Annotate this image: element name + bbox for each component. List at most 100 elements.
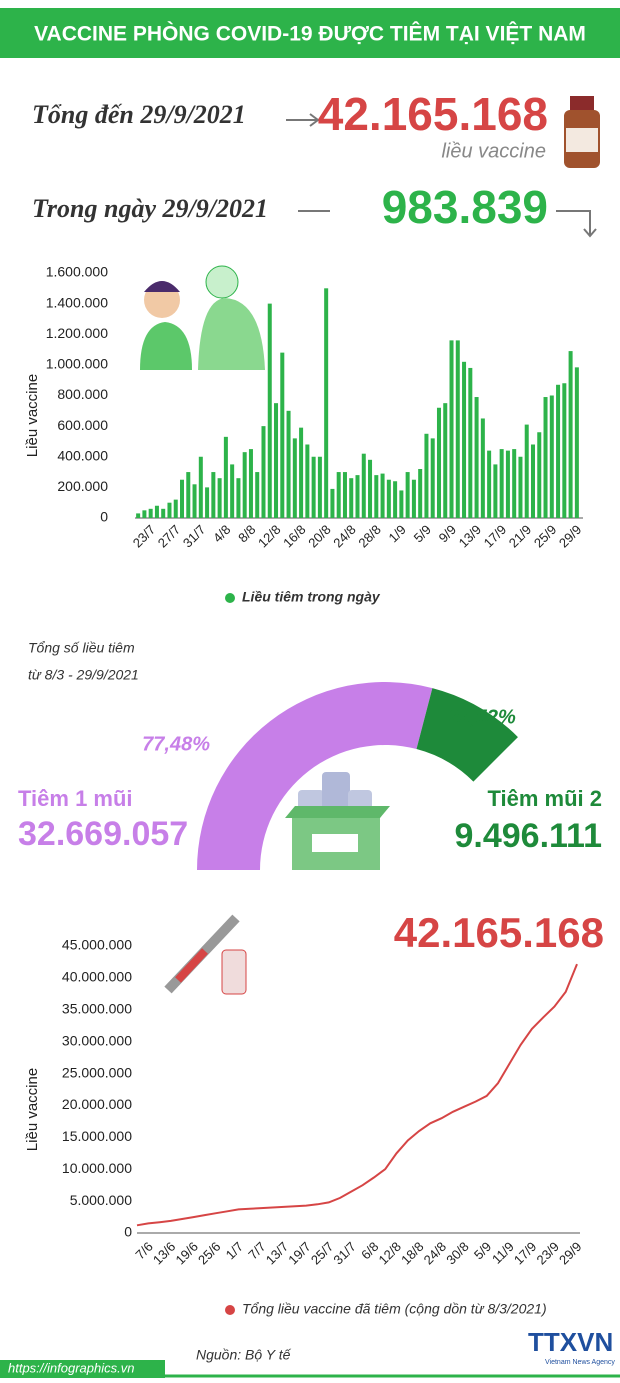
x-tick-label: 21/9: [506, 522, 535, 551]
y-axis-label: Liều vaccine: [24, 1068, 41, 1151]
bar: [248, 449, 253, 518]
arrow: [286, 113, 320, 127]
bar: [556, 384, 561, 518]
bar: [386, 479, 391, 518]
bar: [399, 490, 404, 518]
bar: [424, 433, 429, 518]
bar: [230, 464, 235, 518]
bar: [280, 352, 285, 518]
footer-brand: TTXVN: [528, 1327, 613, 1357]
total-unit: liều vaccine: [441, 140, 546, 162]
x-tick-label: 16/8: [280, 522, 309, 551]
bar: [305, 444, 310, 518]
y-axis-label: Liều vaccine: [24, 374, 41, 457]
line: [136, 963, 578, 1227]
footer-brand-sub: Vietnam News Agency: [545, 1359, 615, 1366]
bar: [186, 472, 191, 518]
bar: [374, 475, 379, 518]
bar: [505, 450, 510, 518]
footer-source: Nguồn: Bộ Y tế: [196, 1347, 292, 1363]
gauge-title: Tổng số liều tiêm: [28, 640, 135, 656]
y-tick-label: 600.000: [57, 417, 108, 433]
annotation: 42.165.168: [394, 909, 604, 956]
y-tick-label: 1.000.000: [46, 356, 108, 372]
gauge-subtitle: từ 8/3 - 29/9/2021: [28, 667, 139, 683]
x-tick-label: 13/6: [150, 1239, 179, 1268]
x-tick-label: 17/9: [511, 1239, 540, 1268]
y-tick-label: 400.000: [57, 447, 108, 463]
bar: [393, 481, 398, 518]
y-tick-label: 1.600.000: [46, 264, 108, 280]
bar: [380, 473, 385, 518]
total-label: Tổng đến 29/9/2021: [32, 100, 246, 129]
y-tick-label: 25.000.000: [62, 1064, 132, 1080]
x-tick-label: 11/9: [489, 1239, 517, 1267]
bar: [342, 472, 347, 518]
bar: [474, 397, 479, 518]
bar: [330, 488, 335, 518]
x-tick-label: 25/9: [531, 522, 560, 551]
bar: [192, 484, 197, 518]
bar: [549, 395, 554, 518]
bar: [462, 361, 467, 518]
x-tick-label: 19/6: [172, 1239, 201, 1268]
x-tick-label: 23/9: [533, 1239, 562, 1268]
bar: [261, 426, 266, 518]
x-tick-label: 5/9: [411, 522, 434, 545]
bar: [286, 410, 291, 518]
bar: [161, 508, 166, 518]
day-value: 983.839: [382, 181, 548, 233]
x-tick-label: 24/8: [421, 1239, 450, 1268]
bar: [543, 397, 548, 518]
bar: [148, 508, 153, 518]
x-tick-label: 9/9: [436, 522, 459, 545]
y-tick-label: 10.000.000: [62, 1160, 132, 1176]
gauge-value-label: 77,48%: [142, 733, 210, 755]
bar: [223, 436, 228, 518]
bar: [405, 472, 410, 518]
syringe-icon: [164, 914, 247, 995]
bar: [499, 449, 504, 518]
bar: [180, 479, 185, 518]
bar: [530, 444, 535, 518]
vial-icon: [564, 96, 600, 168]
bar: [487, 450, 492, 518]
bar: [537, 432, 542, 518]
y-tick-label: 1.400.000: [46, 294, 108, 310]
x-tick-label: 25/7: [308, 1239, 337, 1268]
x-tick-label: 31/7: [330, 1239, 359, 1268]
x-tick-label: 18/8: [398, 1239, 427, 1268]
bar: [142, 510, 147, 518]
legend-label: Liều tiêm trong ngày: [242, 589, 381, 605]
bar: [154, 505, 159, 518]
y-tick-label: 40.000.000: [62, 969, 132, 985]
x-tick-label: 13/9: [456, 522, 485, 551]
bar: [355, 475, 360, 518]
legend-marker: [225, 593, 235, 603]
bar: [449, 340, 454, 518]
x-tick-label: 13/7: [263, 1239, 292, 1268]
gauge-category: Tiêm mũi 2: [487, 786, 602, 811]
bar: [468, 367, 473, 518]
bar: [211, 472, 216, 518]
x-tick-label: 31/7: [180, 522, 209, 551]
bar: [568, 351, 573, 518]
x-tick-label: 30/8: [443, 1239, 472, 1268]
legend-label: Tổng liều vaccine đã tiêm (cộng dồn từ 8…: [242, 1301, 547, 1317]
x-tick-label: 29/9: [556, 522, 585, 551]
bar: [562, 383, 567, 518]
bar: [455, 340, 460, 518]
gauge-segment: [197, 682, 433, 870]
x-tick-label: 28/8: [355, 522, 384, 551]
x-tick-label: 23/7: [130, 522, 159, 551]
y-tick-label: 0: [100, 509, 108, 525]
bar: [524, 424, 529, 518]
bar: [411, 479, 416, 518]
bar: [299, 427, 304, 518]
y-tick-label: 0: [124, 1224, 132, 1240]
x-tick-label: 19/7: [285, 1239, 314, 1268]
bar: [198, 456, 203, 518]
x-tick-label: 27/7: [155, 522, 184, 551]
gauge-value-label: 22,52%: [447, 706, 516, 728]
